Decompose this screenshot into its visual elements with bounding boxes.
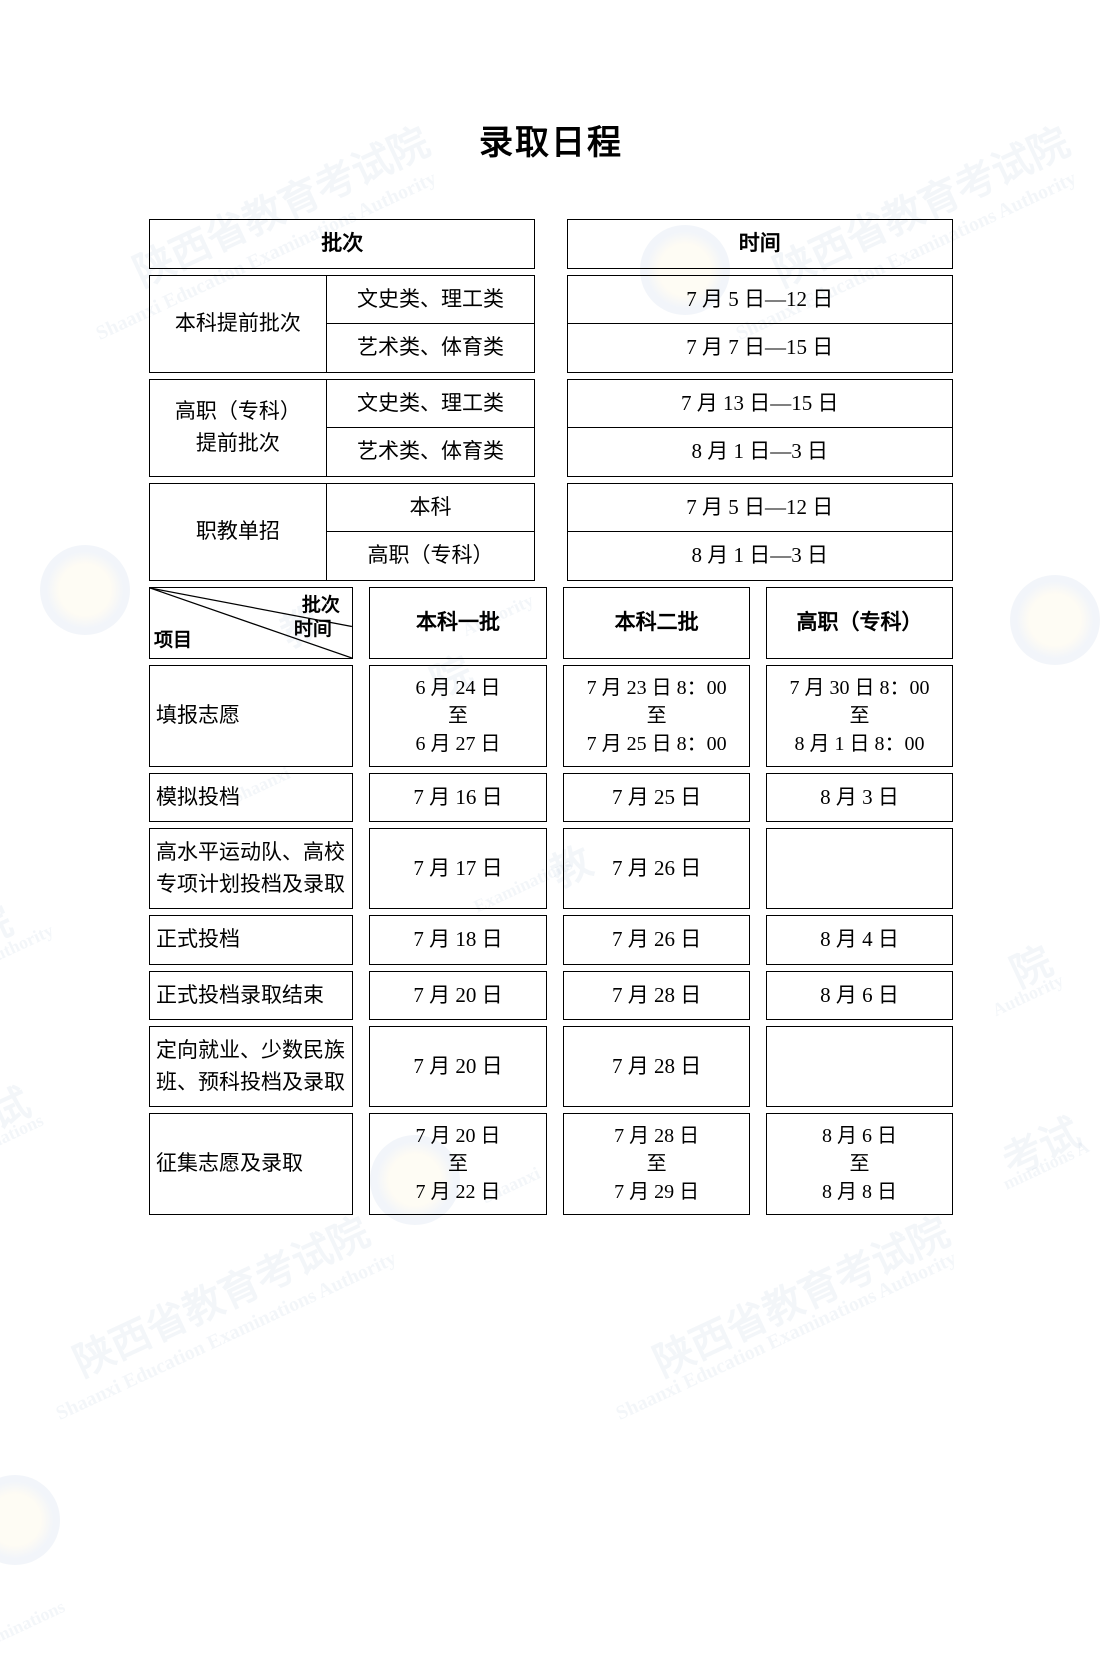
- t2-r1-c0: 7 月 16 日: [369, 773, 547, 822]
- watermark: 陕西省教育考试院: [63, 1200, 378, 1388]
- t2-r4-c1: 7 月 28 日: [564, 971, 750, 1020]
- t1-g2-r1-cat: 高职（专科）: [326, 532, 535, 581]
- t2-r4-label: 正式投档录取结束: [150, 971, 353, 1020]
- t2-r6-c2: 8 月 6 日至8 月 8 日: [767, 1114, 953, 1215]
- content-area: 批次 时间 本科提前批次 文史类、理工类 7 月 5 日—12 日 艺术类、体育…: [149, 219, 953, 1215]
- t1-g0-r0-time: 7 月 5 日—12 日: [567, 275, 952, 324]
- t2-r4-c0: 7 月 20 日: [369, 971, 547, 1020]
- t2-r2-c0: 7 月 17 日: [369, 829, 547, 909]
- watermark: minations: [0, 1110, 47, 1161]
- t2-r0-c0: 6 月 24 日至6 月 27 日: [369, 665, 547, 766]
- t2-r0-label: 填报志愿: [150, 665, 353, 766]
- watermark: tion Examinations: [0, 1596, 68, 1674]
- watermark: 院: [0, 889, 20, 958]
- watermark: 考试: [0, 1071, 39, 1157]
- table-batch-schedule: 批次 时间 本科提前批次 文史类、理工类 7 月 5 日—12 日 艺术类、体育…: [149, 219, 953, 581]
- t1-g0-label: 本科提前批次: [150, 275, 327, 372]
- t1-hdr-batch: 批次: [150, 220, 535, 269]
- t2-r2-label: 高水平运动队、高校专项计划投档及录取: [150, 829, 353, 909]
- t2-r5-c2: [767, 1027, 953, 1107]
- t2-r4-c2: 8 月 6 日: [767, 971, 953, 1020]
- t2-r6-c1: 7 月 28 日至7 月 29 日: [564, 1114, 750, 1215]
- watermark: Shaanxi Education Examinations Authority: [613, 1247, 961, 1425]
- watermark: Authority: [0, 920, 57, 971]
- t2-r6-label: 征集志愿及录取: [150, 1114, 353, 1215]
- t2-r1-label: 模拟投档: [150, 773, 353, 822]
- t2-r3-c1: 7 月 26 日: [564, 916, 750, 965]
- t1-g1-label: 高职（专科）提前批次: [150, 379, 327, 476]
- t2-r5-label: 定向就业、少数民族班、预科投档及录取: [150, 1027, 353, 1107]
- t2-col0: 本科一批: [369, 587, 547, 658]
- page-title: 录取日程: [0, 115, 1102, 164]
- t2-r0-c2: 7 月 30 日 8：00至8 月 1 日 8：00: [767, 665, 953, 766]
- t1-g1-r0-time: 7 月 13 日—15 日: [567, 379, 952, 428]
- t1-g2-r0-time: 7 月 5 日—12 日: [567, 483, 952, 532]
- diag-bot: 项目: [154, 627, 192, 656]
- watermark: minations A: [1000, 1136, 1093, 1194]
- t1-g0-r1-time: 7 月 7 日—15 日: [567, 324, 952, 373]
- t1-g2-r1-time: 8 月 1 日—3 日: [567, 532, 952, 581]
- t2-r3-c2: 8 月 4 日: [767, 916, 953, 965]
- t2-r6-c0: 7 月 20 日至7 月 22 日: [369, 1114, 547, 1215]
- t2-r2-c1: 7 月 26 日: [564, 829, 750, 909]
- t2-r0-c1: 7 月 23 日 8：00至7 月 25 日 8：00: [564, 665, 750, 766]
- t2-r5-c0: 7 月 20 日: [369, 1027, 547, 1107]
- diag-mid: 时间: [294, 616, 332, 645]
- t1-g0-r0-cat: 文史类、理工类: [326, 275, 535, 324]
- t1-g2-r0-cat: 本科: [326, 483, 535, 532]
- t2-r1-c2: 8 月 3 日: [767, 773, 953, 822]
- table-item-schedule: 批次 时间 项目 本科一批 本科二批 高职（专科） 填报志愿 6 月 24 日至…: [149, 587, 953, 1216]
- t1-g0-r1-cat: 艺术类、体育类: [326, 324, 535, 373]
- t2-r3-c0: 7 月 18 日: [369, 916, 547, 965]
- watermark: Shaanxi Education Examinations Authority: [53, 1247, 401, 1425]
- watermark: 陕西省教育考试院: [643, 1200, 958, 1388]
- t1-g1-r1-cat: 艺术类、体育类: [326, 428, 535, 477]
- t1-g1-r0-cat: 文史类、理工类: [326, 379, 535, 428]
- t2-col2: 高职（专科）: [767, 587, 953, 658]
- t2-col1: 本科二批: [564, 587, 750, 658]
- t1-g2-label: 职教单招: [150, 483, 327, 580]
- t2-r1-c1: 7 月 25 日: [564, 773, 750, 822]
- t2-r2-c2: [767, 829, 953, 909]
- t2-r3-label: 正式投档: [150, 916, 353, 965]
- t1-g1-r1-time: 8 月 1 日—3 日: [567, 428, 952, 477]
- watermark: Authority: [989, 970, 1067, 1021]
- watermark: 考试: [991, 1101, 1088, 1187]
- t1-hdr-time: 时间: [567, 220, 952, 269]
- diag-header-cell: 批次 时间 项目: [150, 587, 353, 658]
- t2-r5-c1: 7 月 28 日: [564, 1027, 750, 1107]
- watermark: 院: [1000, 929, 1061, 998]
